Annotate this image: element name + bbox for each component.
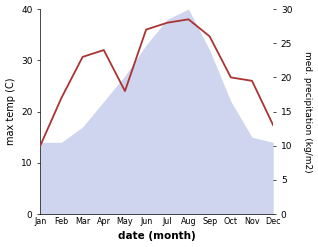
Y-axis label: max temp (C): max temp (C) [5, 78, 16, 145]
Y-axis label: med. precipitation (kg/m2): med. precipitation (kg/m2) [303, 51, 313, 172]
X-axis label: date (month): date (month) [118, 231, 196, 242]
